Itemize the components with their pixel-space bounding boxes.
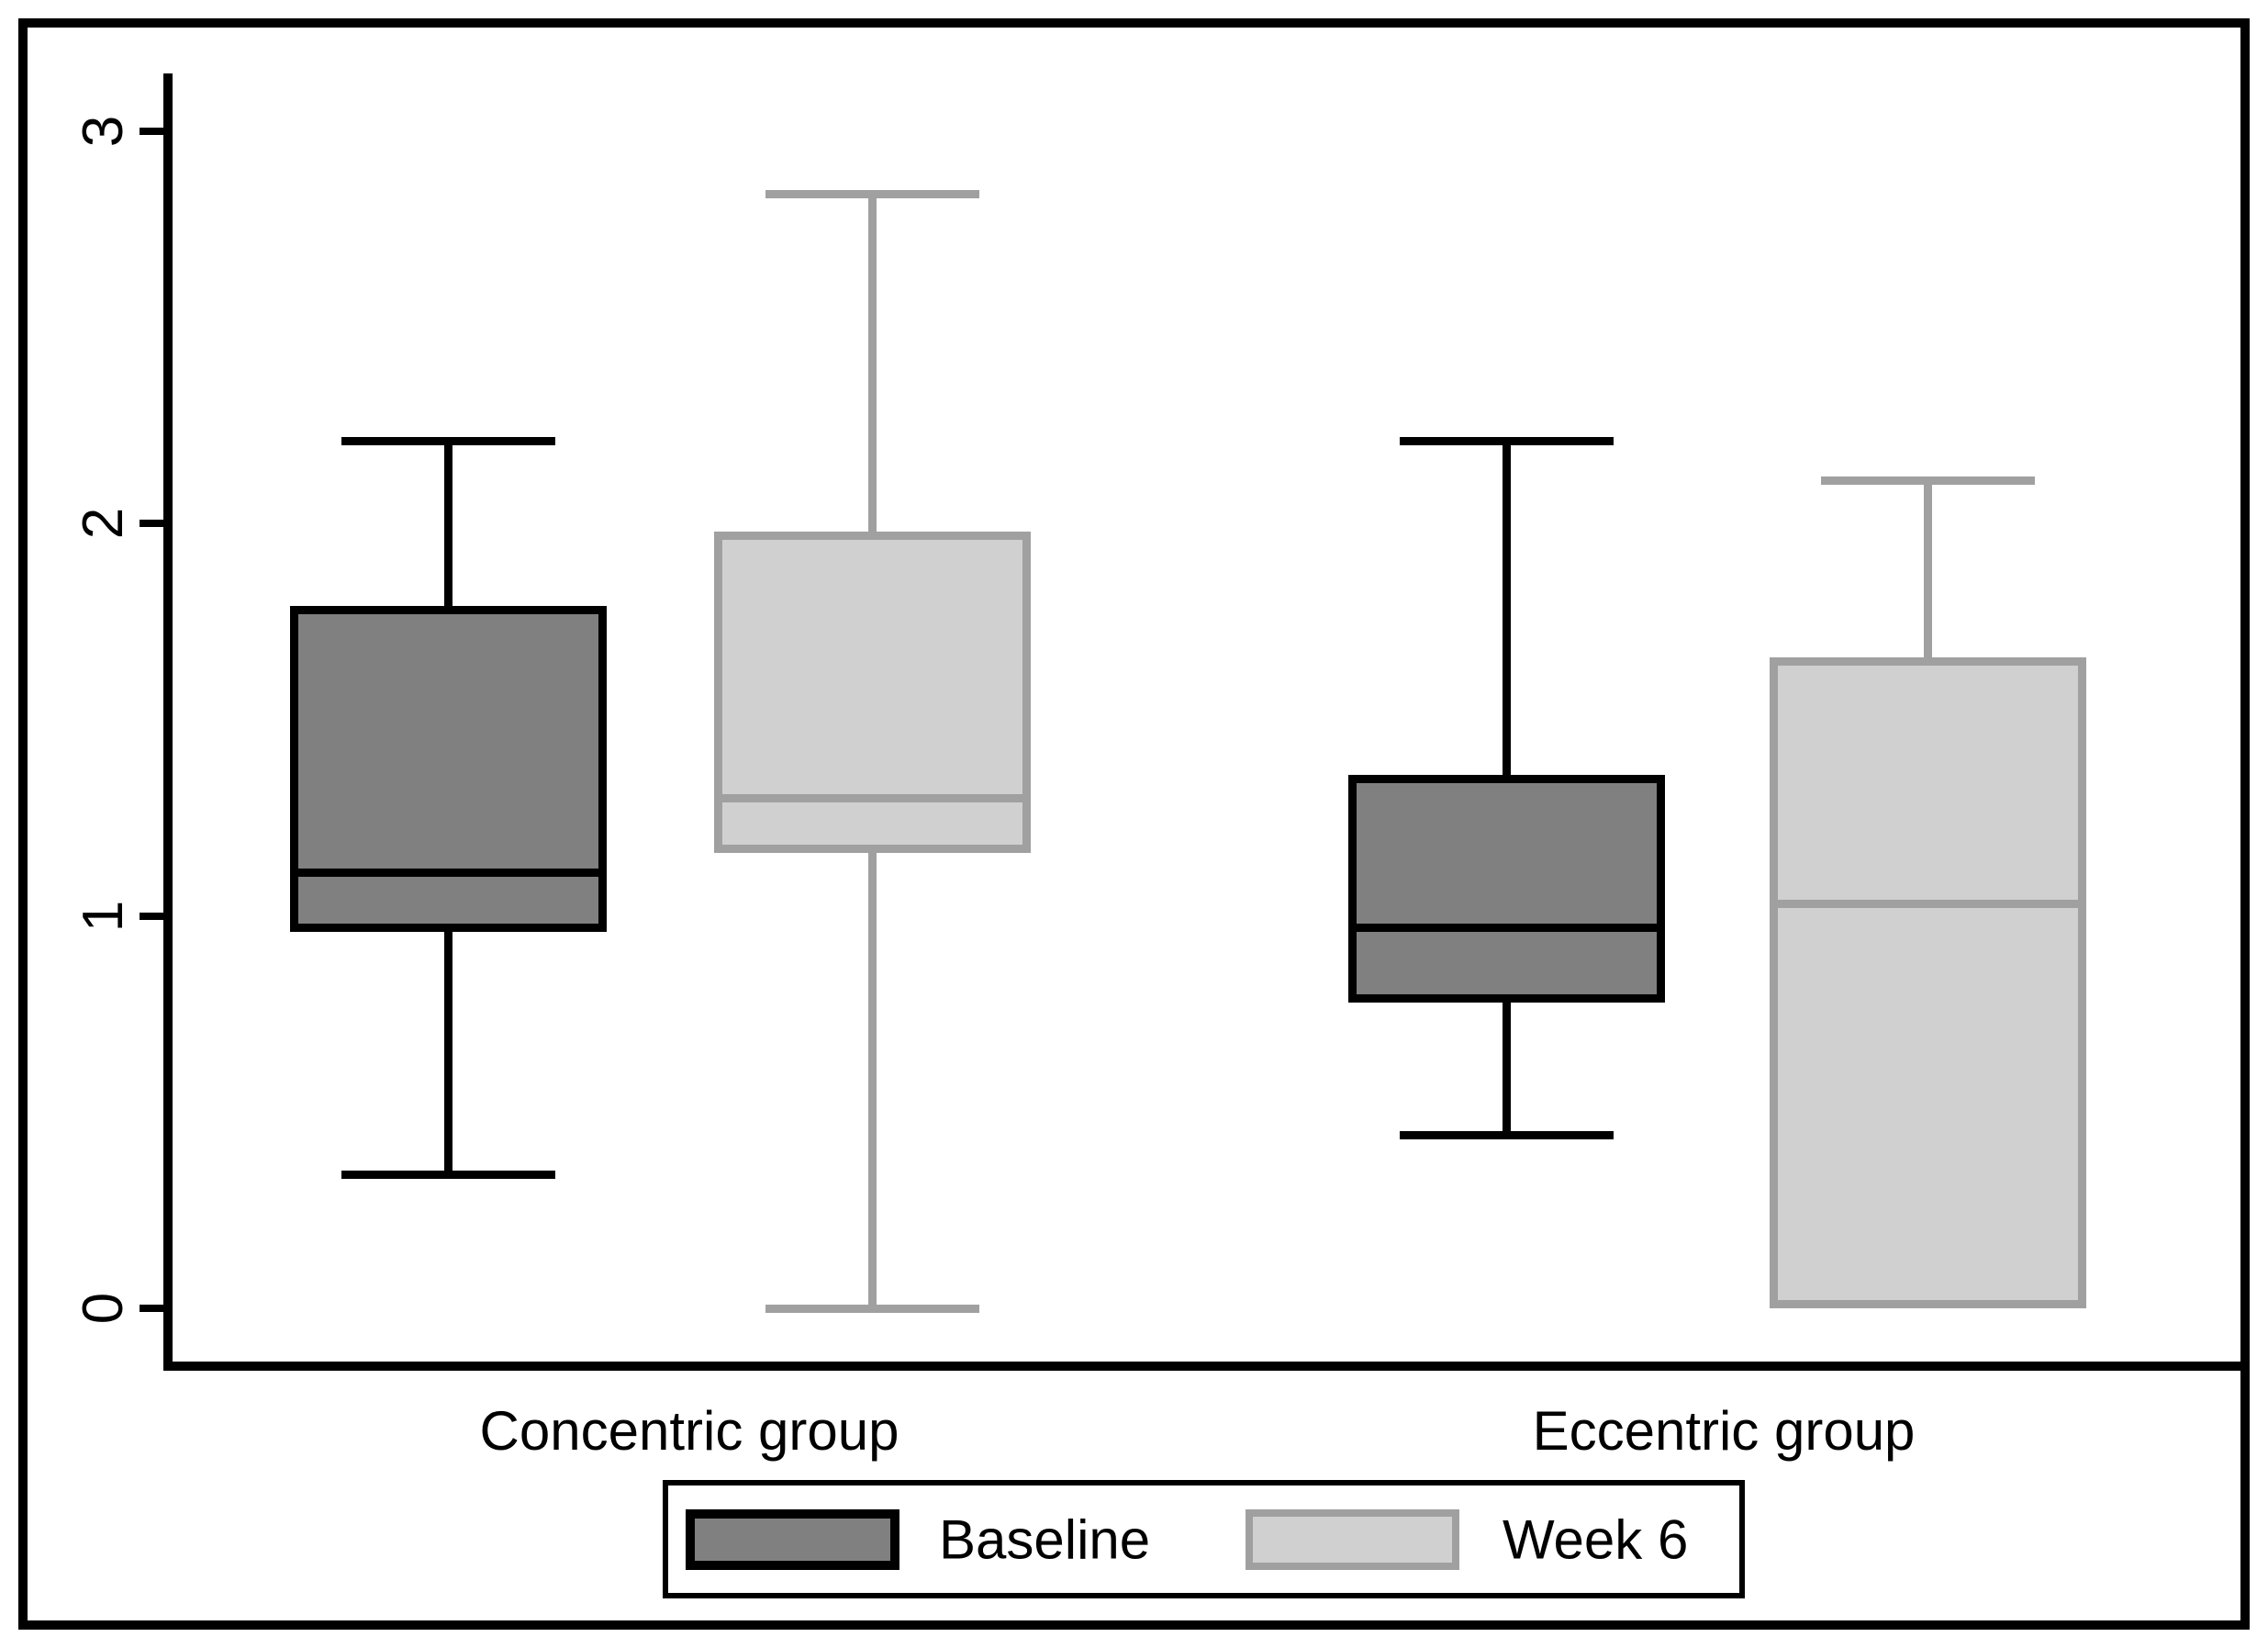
box-baseline-concentric-group-lower-cap [341, 1171, 555, 1180]
box-week-6-concentric-group-median [721, 793, 1022, 802]
box-baseline-eccentric-group-median [1356, 923, 1657, 932]
y-tick-label: 3 [72, 115, 135, 148]
legend-label-week-6: Week 6 [1503, 1508, 1689, 1570]
box-baseline-concentric-group-median [297, 869, 598, 878]
legend-label-baseline: Baseline [939, 1508, 1151, 1570]
legend-swatch-week-6 [1246, 1509, 1459, 1570]
box-baseline-eccentric-group-lower-whisker [1502, 1002, 1511, 1136]
box-baseline-eccentric-group-upper-whisker [1502, 441, 1511, 775]
box-baseline-concentric-group-iqr [289, 606, 607, 932]
box-week-6-eccentric-group-median [1777, 900, 2078, 909]
box-week-6-eccentric-group-upper-cap [1820, 476, 2035, 485]
box-week-6-concentric-group-lower-whisker [867, 853, 877, 1308]
box-baseline-concentric-group-upper-cap [341, 437, 555, 446]
category-label-concentric-group: Concentric group [479, 1400, 899, 1462]
box-baseline-eccentric-group-iqr [1347, 774, 1665, 1003]
y-tick-label: 0 [72, 1292, 135, 1325]
box-baseline-eccentric-group-upper-cap [1399, 437, 1614, 446]
box-week-6-eccentric-group-iqr [1769, 656, 2086, 1308]
box-week-6-concentric-group-iqr [713, 531, 1031, 854]
x-axis-line [163, 1362, 2240, 1371]
y-tick-label: 2 [72, 508, 135, 540]
box-baseline-concentric-group-upper-whisker [443, 441, 452, 607]
y-tick [140, 912, 163, 920]
box-week-6-eccentric-group-upper-whisker [1923, 480, 1932, 657]
category-label-eccentric-group: Eccentric group [1532, 1400, 1916, 1462]
legend-swatch-baseline [686, 1509, 899, 1570]
y-tick-label: 1 [72, 900, 135, 932]
box-week-6-concentric-group-upper-whisker [867, 194, 877, 532]
box-week-6-concentric-group-upper-cap [765, 189, 979, 198]
y-tick [140, 520, 163, 528]
y-tick [140, 128, 163, 135]
figure-border [18, 18, 2250, 1630]
box-baseline-concentric-group-lower-whisker [443, 931, 452, 1175]
box-week-6-concentric-group-lower-cap [765, 1304, 979, 1313]
y-axis-line [163, 73, 173, 1371]
y-tick [140, 1305, 163, 1312]
legend: Baseline Week 6 [663, 1480, 1745, 1598]
box-baseline-eccentric-group-lower-cap [1399, 1131, 1614, 1140]
